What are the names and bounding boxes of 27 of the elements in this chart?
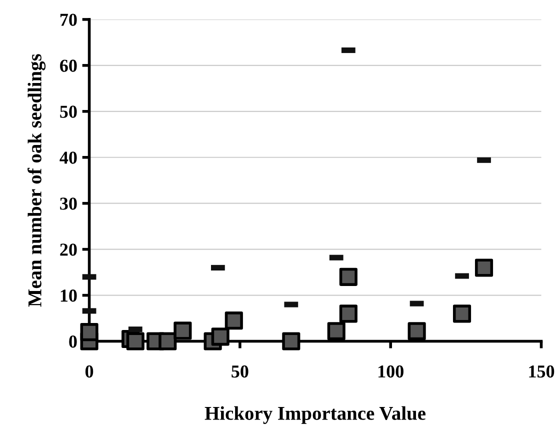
point xyxy=(126,332,144,350)
y-tick-label: 60 xyxy=(60,60,77,72)
x-tick-label: 0 xyxy=(85,365,94,378)
point xyxy=(80,323,98,342)
y-tick-label: 0 xyxy=(69,336,77,348)
point xyxy=(211,328,230,346)
y-tick-label: 20 xyxy=(60,244,77,256)
y-axis-title: Mean number of oak seedlings xyxy=(28,54,46,307)
x-tick-label: 50 xyxy=(232,365,248,378)
point xyxy=(452,304,472,323)
point xyxy=(327,322,346,340)
point xyxy=(339,304,358,323)
y-tick-label: 30 xyxy=(60,198,77,210)
point xyxy=(224,312,243,330)
y-tick-label: 40 xyxy=(60,152,77,164)
x-tick-label: 150 xyxy=(529,365,554,378)
point xyxy=(408,322,426,340)
point xyxy=(282,332,300,350)
y-tick-label: 50 xyxy=(60,106,77,118)
point xyxy=(174,322,192,340)
point xyxy=(339,268,358,286)
y-tick-label: 10 xyxy=(60,290,77,302)
y-tick-label: 70 xyxy=(60,14,77,26)
x-axis-title: Hickory Importance Value xyxy=(204,406,426,424)
x-tick-label: 100 xyxy=(378,365,404,378)
point xyxy=(158,332,177,350)
point xyxy=(474,258,494,277)
